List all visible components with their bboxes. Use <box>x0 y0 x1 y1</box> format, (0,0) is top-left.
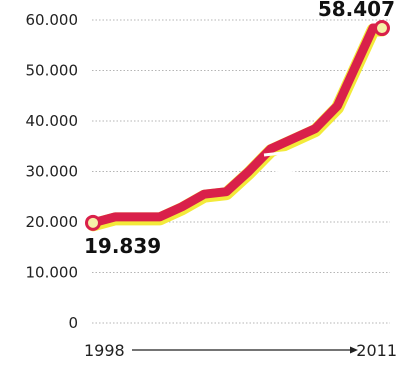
break-line-1 <box>263 167 301 177</box>
x-axis: 1998 2011 <box>84 341 397 360</box>
x-start-label: 1998 <box>84 341 125 360</box>
arrow-right-icon <box>350 346 358 354</box>
y-tick-label-3: 30.000 <box>26 163 79 181</box>
break-line-0 <box>263 149 301 157</box>
y-tick-label-2: 20.000 <box>26 213 79 231</box>
start-value-label: 19.839 <box>84 234 161 258</box>
series-line <box>88 23 387 228</box>
series-glow <box>86 23 389 232</box>
x-end-label: 2011 <box>356 341 397 360</box>
series-layer <box>85 20 390 232</box>
start-point-marker <box>85 214 101 231</box>
y-tick-label-1: 10.000 <box>26 264 79 282</box>
data-labels: 19.839 58.407 <box>84 0 395 258</box>
y-tick-label-0: 0 <box>68 314 78 332</box>
axis-break-mark <box>263 149 301 177</box>
y-tick-label-5: 50.000 <box>26 62 79 80</box>
grid-layer <box>92 19 390 324</box>
y-tick-label-6: 60.000 <box>26 11 79 29</box>
y-tick-label-4: 40.000 <box>26 112 79 130</box>
end-value-label: 58.407 <box>318 0 395 21</box>
y-tick-labels: 0 10.000 20.000 30.000 40.000 50.000 60.000 <box>26 11 79 332</box>
end-point-marker <box>374 20 390 37</box>
